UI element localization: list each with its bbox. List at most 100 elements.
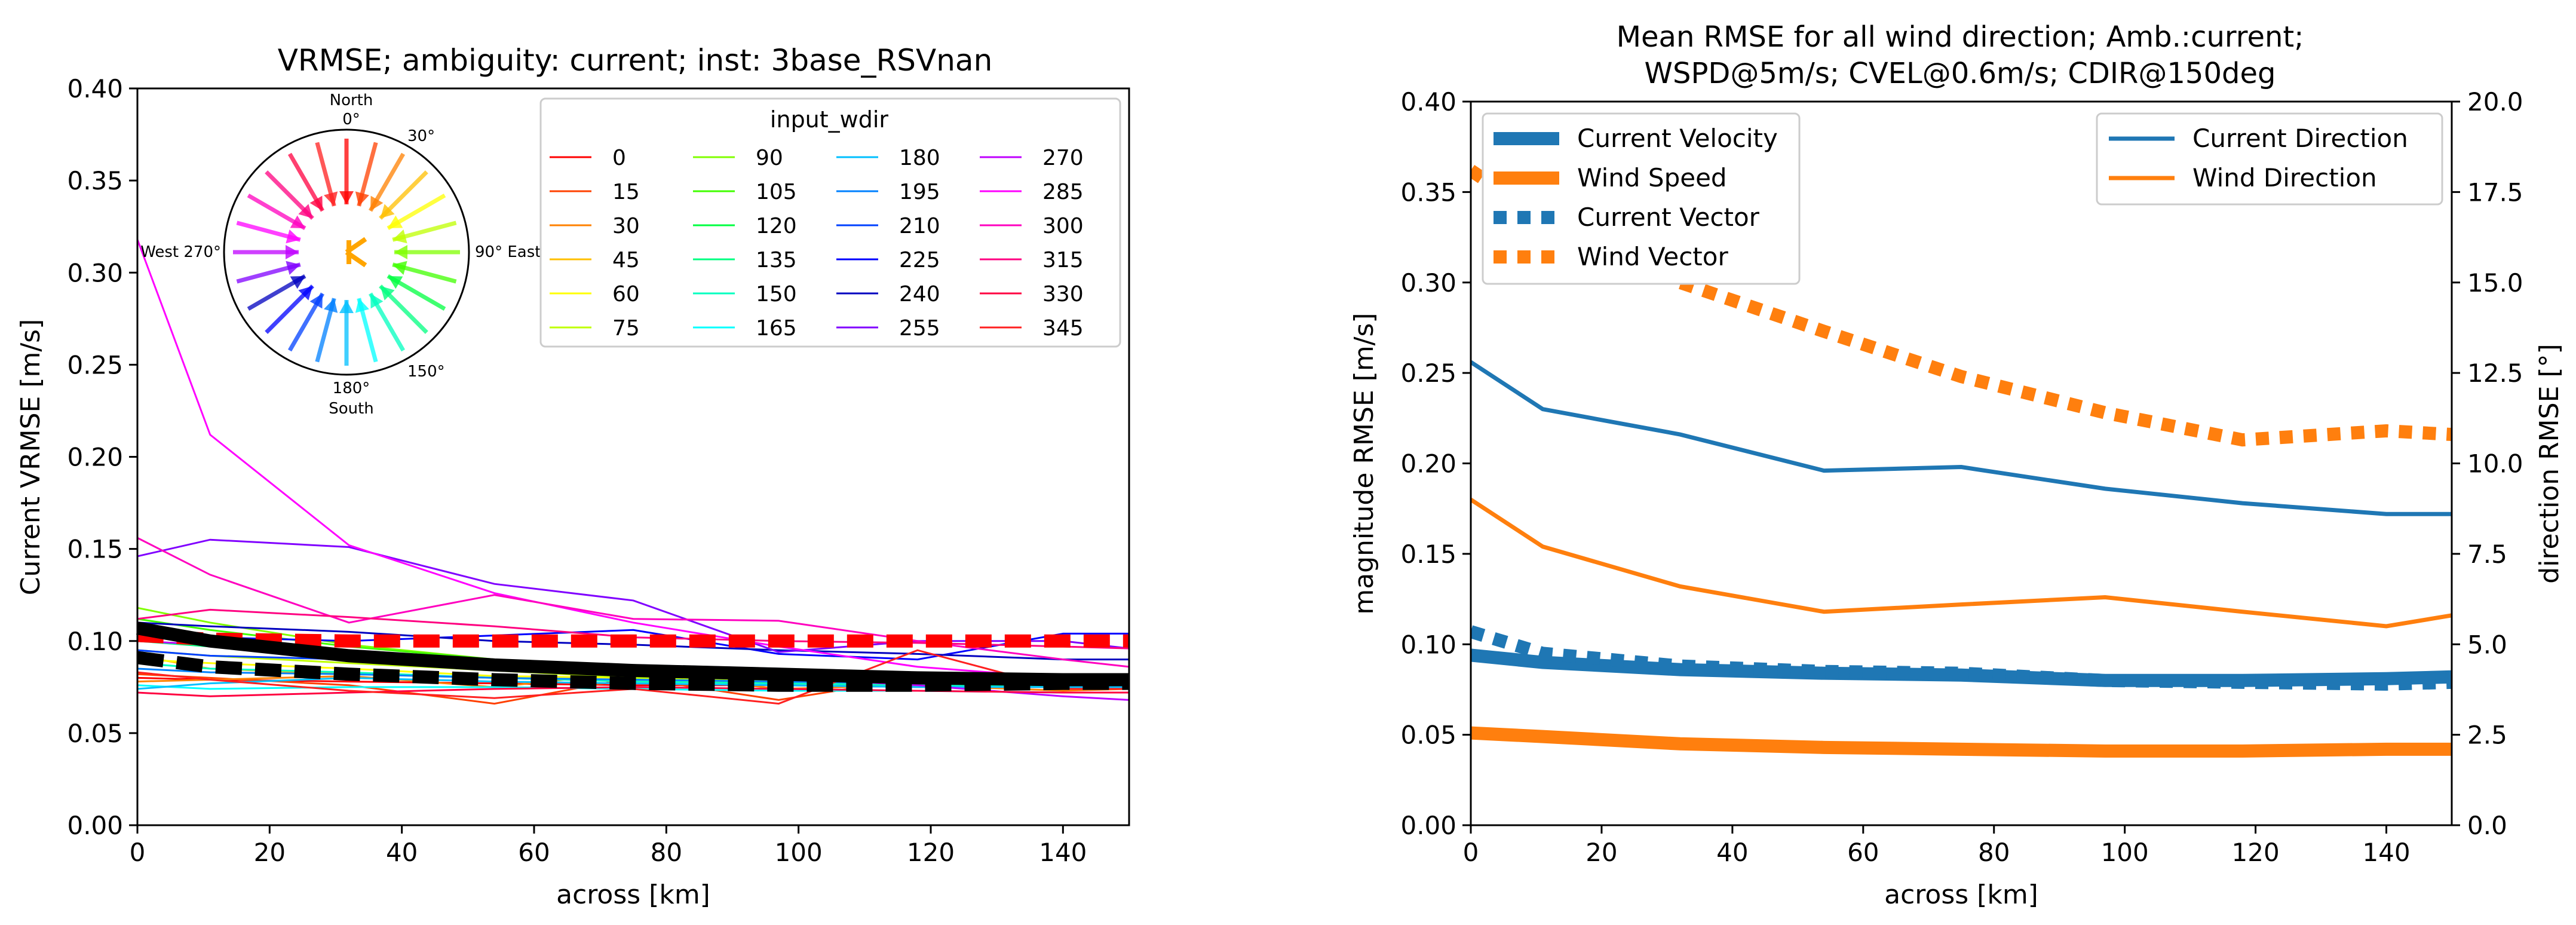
series-wind-vector xyxy=(1471,164,2452,447)
right-y2-tick-label: 7.5 xyxy=(2467,540,2507,569)
legend-item-345: 345 xyxy=(980,316,1084,341)
right-y-tick-label: 0.30 xyxy=(1400,268,1456,298)
compass-arrow-75 xyxy=(392,220,457,244)
compass-arrow-165 xyxy=(355,298,378,363)
series-current-direction xyxy=(1471,360,2452,516)
legend-item-wind-vector: Wind Vector xyxy=(1494,242,1728,271)
legend-item-135: 135 xyxy=(693,248,797,272)
legend-label: 345 xyxy=(1042,316,1084,341)
legend-item-225: 225 xyxy=(836,248,940,272)
legend-label: 60 xyxy=(612,282,640,307)
legend-label: 330 xyxy=(1042,282,1084,307)
right-y2-tick-label: 15.0 xyxy=(2467,268,2523,298)
right-chart-title-line1: Mean RMSE for all wind direction; Amb.:c… xyxy=(1617,20,2304,54)
legend-label: 180 xyxy=(899,146,940,170)
right-x-tick-label: 0 xyxy=(1463,838,1479,867)
left-y-tick-label: 0.35 xyxy=(67,166,123,195)
compass-inset: North 0° 30° 90° East 150° 180° South We… xyxy=(140,91,541,418)
left-x-ticks: 0 20 40 60 80 100 120 140 xyxy=(130,825,1087,867)
right-series-group xyxy=(1471,164,2452,758)
compass-label-south: South xyxy=(329,400,374,418)
compass-arrow-180 xyxy=(339,300,354,366)
legend-title: input_wdir xyxy=(770,106,889,133)
legend-label: 15 xyxy=(612,180,640,204)
legend-item-240: 240 xyxy=(836,282,940,307)
right-y2-ticks: 0.0 2.5 5.0 7.5 10.0 12.5 15.0 17.5 20.0 xyxy=(2452,87,2523,840)
right-x-axis-label: across [km] xyxy=(1884,880,2038,910)
right-x-tick-label: 120 xyxy=(2232,838,2280,867)
left-x-axis-label: across [km] xyxy=(556,880,710,910)
left-y-tick-label: 0.15 xyxy=(67,535,123,564)
legend-label: 105 xyxy=(756,180,797,204)
right-y2-tick-label: 5.0 xyxy=(2467,630,2507,659)
legend-item-210: 210 xyxy=(836,214,940,238)
compass-arrow-345 xyxy=(315,142,338,207)
left-y-tick-label: 0.30 xyxy=(67,258,123,287)
right-x-tick-label: 20 xyxy=(1586,838,1617,867)
legend-item-180: 180 xyxy=(836,146,940,170)
legend-item-195: 195 xyxy=(836,180,940,204)
legend-item-90: 90 xyxy=(693,146,783,170)
legend-label: 90 xyxy=(756,146,783,170)
compass-arrow-60 xyxy=(387,193,446,231)
compass-arrow-270 xyxy=(233,245,299,259)
right-x-tick-label: 100 xyxy=(2101,838,2149,867)
legend-label: Current Velocity xyxy=(1577,124,1778,153)
compass-arrow-105 xyxy=(392,261,457,284)
compass-arrow-240 xyxy=(247,274,306,311)
legend-item-330: 330 xyxy=(980,282,1084,307)
legend-item-30: 30 xyxy=(550,214,640,238)
left-y-tick-label: 0.40 xyxy=(67,74,123,103)
right-y2-tick-label: 12.5 xyxy=(2467,359,2523,388)
compass-label-150deg: 150° xyxy=(407,363,445,381)
legend-label: 120 xyxy=(756,214,797,238)
right-legend-left: Current Velocity Wind Speed Current Vector… xyxy=(1482,112,1801,285)
left-y-tick-label: 0.05 xyxy=(67,719,123,748)
compass-arrow-315 xyxy=(265,170,314,220)
left-x-tick-label: 100 xyxy=(775,838,823,867)
legend-label: 285 xyxy=(1042,180,1084,204)
legend-item-current-velocity: Current Velocity xyxy=(1494,124,1778,153)
left-y-tick-label: 0.10 xyxy=(67,627,123,656)
legend-label: 30 xyxy=(612,214,640,238)
compass-label-180deg: 180° xyxy=(333,379,370,397)
legend-label: Current Vector xyxy=(1577,203,1760,232)
left-y-tick-label: 0.00 xyxy=(67,811,123,840)
legend-item-120: 120 xyxy=(693,214,797,238)
left-summary-group xyxy=(136,621,1129,692)
compass-current-arrow xyxy=(345,237,367,268)
legend-item-285: 285 xyxy=(980,180,1084,204)
legend-label: 300 xyxy=(1042,214,1084,238)
legend-label: 0 xyxy=(612,146,626,170)
legend-item-165: 165 xyxy=(693,316,797,341)
right-y2-tick-label: 10.0 xyxy=(2467,449,2523,479)
legend-label: 315 xyxy=(1042,248,1084,272)
legend-label: Wind Vector xyxy=(1577,242,1728,271)
legend-item-wind-speed: Wind Speed xyxy=(1494,163,1727,192)
legend-item-75: 75 xyxy=(550,316,640,341)
series-wind-speed xyxy=(1471,726,2452,758)
legend-label: 195 xyxy=(899,180,940,204)
left-x-tick-label: 120 xyxy=(907,838,955,867)
legend-label: 150 xyxy=(756,282,797,307)
left-x-tick-label: 140 xyxy=(1039,838,1087,867)
compass-arrow-90 xyxy=(394,245,460,259)
right-y-tick-label: 0.15 xyxy=(1400,540,1456,569)
legend-item-270: 270 xyxy=(980,146,1084,170)
legend-label: 240 xyxy=(899,282,940,307)
compass-arrow-330 xyxy=(287,152,325,212)
left-x-tick-label: 0 xyxy=(130,838,146,867)
compass-arrows xyxy=(233,139,460,366)
legend-label: 255 xyxy=(899,316,940,341)
compass-arrow-45 xyxy=(379,170,428,220)
compass-label-0deg: 0° xyxy=(342,111,360,128)
compass-arrow-150 xyxy=(368,292,406,352)
compass-arrow-300 xyxy=(247,193,306,231)
left-chart: VRMSE; ambiguity: current; inst: 3base_R… xyxy=(16,43,1130,910)
legend-item-255: 255 xyxy=(836,316,940,341)
legend-label: 135 xyxy=(756,248,797,272)
legend-item-current-direction: Current Direction xyxy=(2109,124,2408,153)
compass-arrow-285 xyxy=(236,220,301,244)
right-y-tick-label: 0.25 xyxy=(1400,359,1456,388)
right-y-ticks: 0.00 0.05 0.10 0.15 0.20 0.25 0.30 0.35 0.40 xyxy=(1400,87,1471,840)
